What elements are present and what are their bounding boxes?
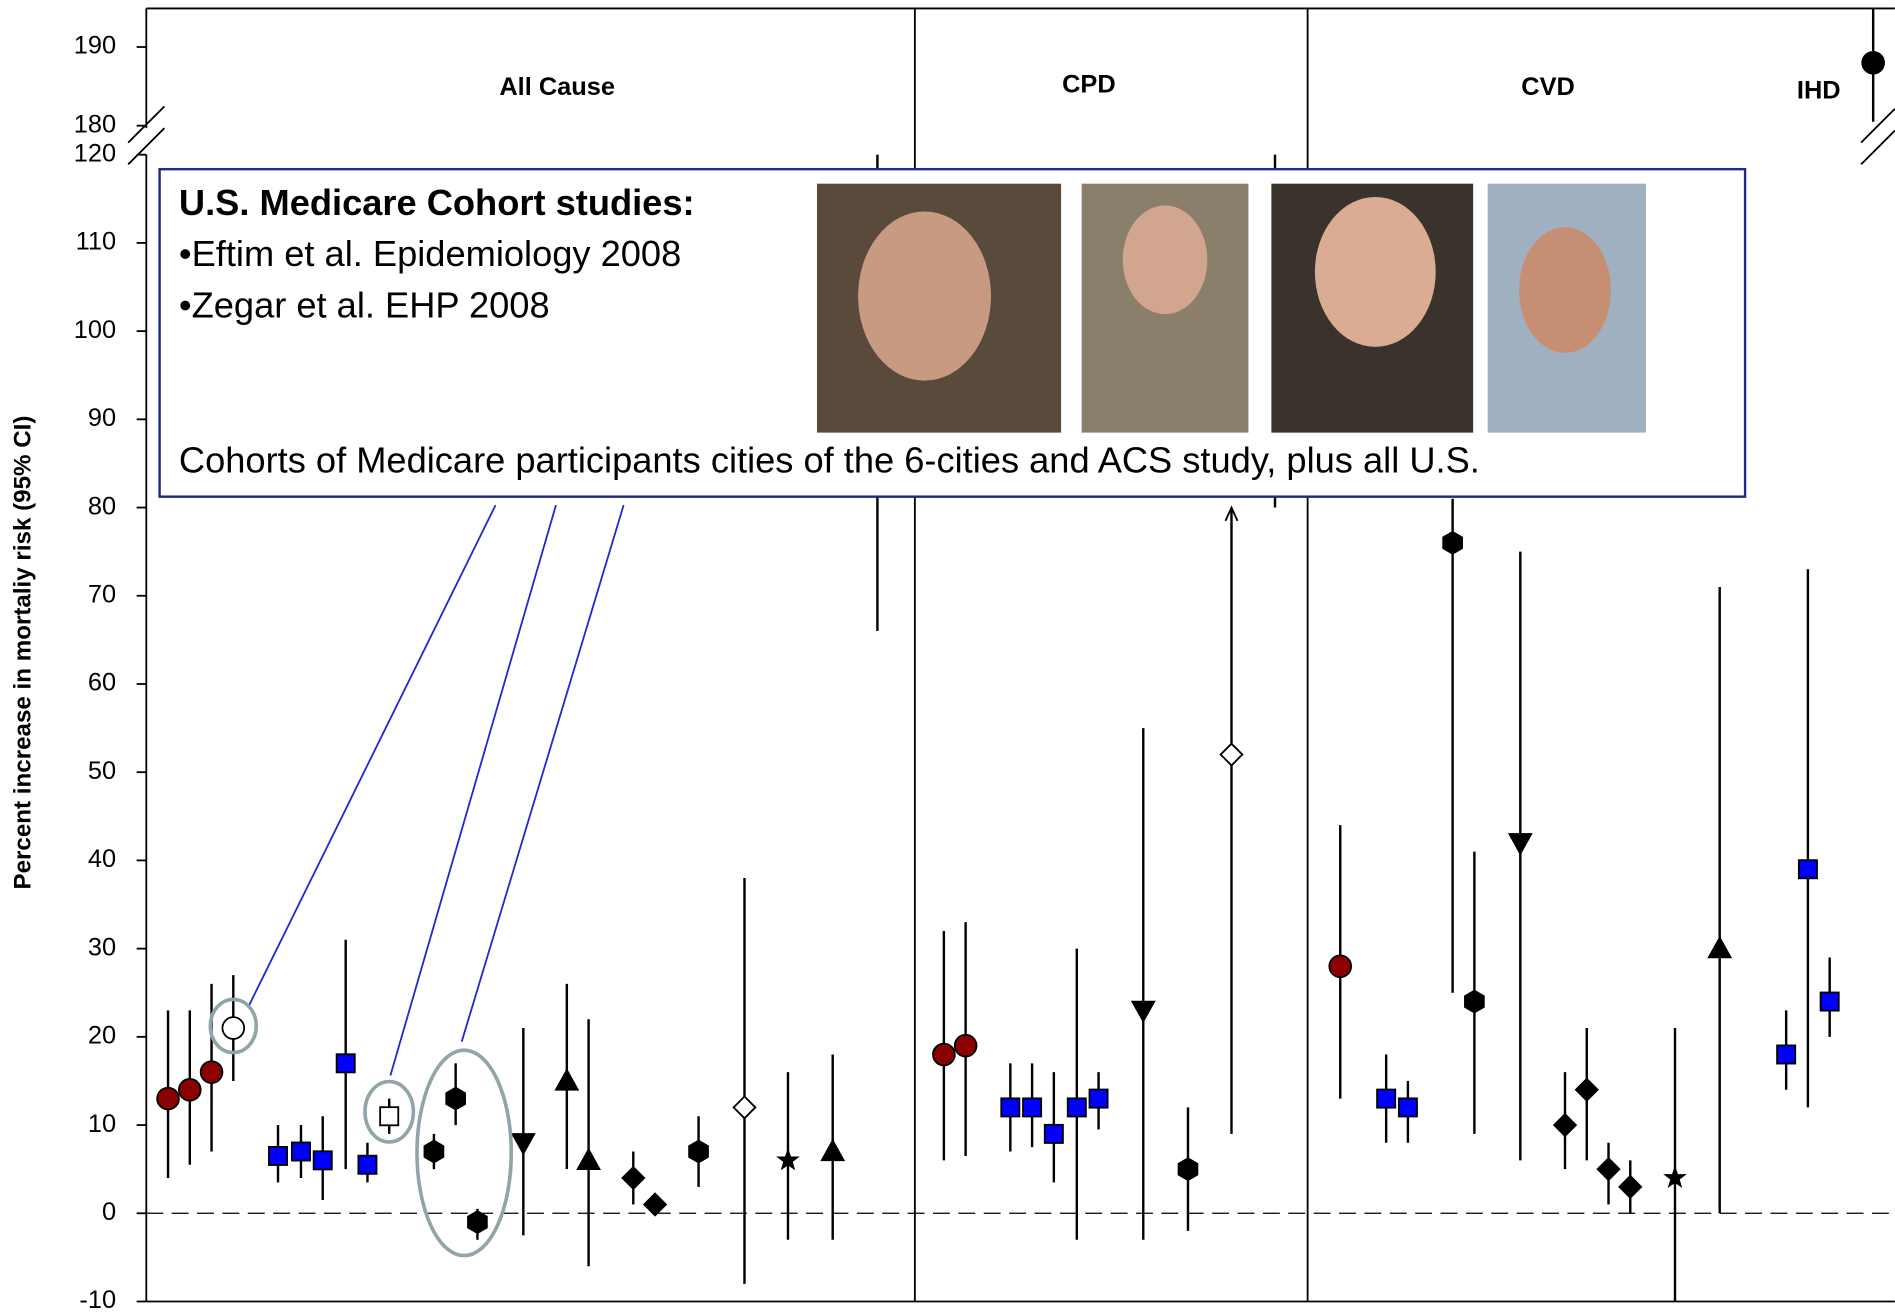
marker-circle: [178, 1077, 202, 1102]
marker-square: [1066, 1097, 1087, 1118]
pointer-arrow: [389, 504, 557, 1076]
marker-square: [1043, 1123, 1064, 1144]
marker-diamond: [621, 1165, 646, 1191]
y-tick-label: 10: [88, 1110, 116, 1138]
annotation-heading: U.S. Medicare Cohort studies:: [179, 182, 695, 223]
marker-square: [1022, 1097, 1043, 1118]
photo-face: [1122, 205, 1208, 315]
marker-square: [1797, 859, 1818, 880]
y-axis-label: Percent increase in mortaliy risk (95% C…: [10, 416, 37, 890]
y-tick-label: 60: [88, 669, 116, 697]
marker-square: [1376, 1088, 1397, 1109]
y-tick-label: 110: [76, 228, 116, 256]
axis-break: [1860, 129, 1895, 165]
y-tick-label: -10: [79, 1286, 116, 1314]
photo-face: [1314, 196, 1436, 347]
marker-triangle-down: [1130, 1000, 1156, 1024]
axis-break: [127, 127, 166, 165]
marker-square: [312, 1150, 333, 1171]
y-tick-label: 50: [88, 757, 116, 785]
marker-triangle-up: [554, 1068, 580, 1091]
annotation-line: •Eftim et al. Epidemiology 2008: [179, 233, 681, 274]
marker-circle: [932, 1042, 956, 1067]
marker-square: [1819, 991, 1840, 1012]
marker-diamond: [732, 1095, 757, 1120]
y-tick-label: 90: [88, 404, 116, 432]
marker-triangle-down: [1507, 833, 1533, 856]
marker-star: [776, 1147, 800, 1171]
marker-square: [1000, 1097, 1021, 1118]
annotation-overlay: U.S. Medicare Cohort studies: •Eftim et …: [158, 167, 1747, 1258]
marker-hexagon: [688, 1139, 709, 1164]
marker-hexagon: [445, 1086, 466, 1111]
highlight-ellipse: [363, 1079, 416, 1144]
marker-diamond: [1596, 1157, 1621, 1182]
marker-diamond: [1552, 1112, 1578, 1138]
marker-square: [1397, 1097, 1418, 1118]
y-tick-label: 40: [88, 845, 116, 873]
marker-diamond: [1219, 742, 1244, 767]
y-tick-label: 120: [74, 139, 116, 167]
axis-break: [1860, 108, 1895, 144]
marker-square: [379, 1106, 400, 1127]
marker-circle: [1861, 50, 1885, 75]
marker-square: [357, 1154, 378, 1175]
annotation-line: •Zegar et al. EHP 2008: [179, 285, 550, 326]
marker-hexagon: [423, 1139, 445, 1164]
ci-arrow: [1224, 505, 1239, 522]
frame: [127, 7, 1895, 1303]
marker-hexagon: [1177, 1157, 1199, 1182]
marker-circle: [221, 1016, 246, 1040]
marker-triangle-down: [510, 1133, 536, 1156]
y-tick-label: 0: [102, 1198, 116, 1226]
marker-triangle-up: [576, 1147, 602, 1170]
group-label: IHD: [1797, 77, 1841, 105]
marker-diamond: [1618, 1174, 1643, 1199]
marker-hexagon: [1464, 989, 1485, 1014]
y-tick-label: 20: [88, 1022, 116, 1050]
photo-face: [858, 211, 992, 381]
group-label: CVD: [1521, 73, 1575, 101]
marker-square: [1088, 1088, 1109, 1109]
marker-square: [268, 1145, 288, 1166]
axis-break: [127, 105, 166, 144]
y-tick-label: 80: [88, 492, 116, 520]
marker-hexagon: [1442, 530, 1463, 555]
marker-square: [335, 1053, 356, 1074]
marker-circle: [156, 1086, 180, 1111]
marker-hexagon: [467, 1210, 488, 1235]
group-label: CPD: [1062, 71, 1116, 99]
pointer-arrow: [248, 504, 497, 1006]
y-tick-label: 190: [74, 32, 116, 60]
marker-circle: [1328, 954, 1353, 979]
y-tick-label: 180: [74, 110, 116, 138]
annotation-caption: Cohorts of Medicare participants cities …: [179, 439, 1480, 480]
photo-face: [1519, 227, 1611, 353]
marker-diamond: [1574, 1077, 1599, 1102]
y-tick-label: 70: [88, 580, 116, 608]
marker-triangle-up: [1707, 935, 1733, 959]
marker-square: [291, 1141, 311, 1162]
marker-circle: [199, 1060, 224, 1084]
marker-circle: [953, 1033, 978, 1058]
marker-diamond: [642, 1192, 668, 1217]
y-tick-label: 30: [88, 933, 116, 961]
marker-triangle-up: [820, 1138, 846, 1162]
y-tick-label: 100: [74, 316, 116, 344]
group-label: All Cause: [499, 73, 615, 101]
marker-square: [1776, 1044, 1797, 1065]
highlight-ellipse: [415, 1048, 514, 1258]
highlight-ellipse: [208, 997, 259, 1055]
pointer-arrow: [460, 504, 625, 1042]
marker-star: [1663, 1165, 1687, 1189]
